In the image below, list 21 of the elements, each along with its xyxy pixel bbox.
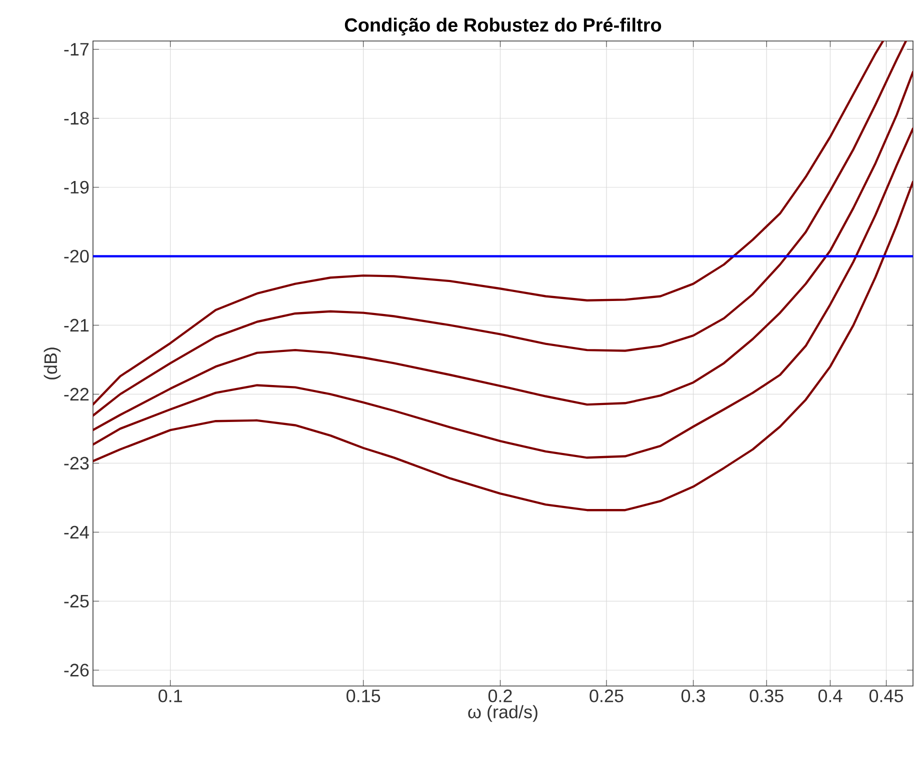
x-tick-label: 0.25 [590, 690, 624, 702]
y-tick-label: -17 [64, 43, 89, 56]
y-tick-label: -23 [64, 456, 89, 470]
chart-title: Condição de Robustez do Pré-filtro [344, 18, 662, 36]
x-tick-label: 0.2 [488, 690, 512, 702]
x-tick-label: 0.1 [158, 690, 182, 702]
y-tick-label: -25 [64, 594, 89, 608]
y-tick-label: -21 [64, 318, 89, 332]
y-tick-label: -24 [64, 526, 89, 538]
x-tick-label: 0.15 [346, 690, 380, 702]
y-axis-title: (dB) [44, 348, 61, 380]
x-tick-label: 0.35 [750, 690, 784, 702]
x-tick-label: 0.45 [869, 690, 904, 702]
y-tick-label: -18 [64, 112, 89, 125]
x-tick-label: 0.4 [818, 690, 842, 702]
y-tick-label: -22 [64, 388, 89, 400]
x-tick-label: 0.3 [681, 690, 705, 702]
y-tick-label: -20 [64, 250, 89, 263]
y-tick-label: -19 [64, 180, 89, 194]
x-axis-title: ω (rad/s) [468, 705, 538, 722]
y-tick-label: -26 [64, 664, 89, 676]
